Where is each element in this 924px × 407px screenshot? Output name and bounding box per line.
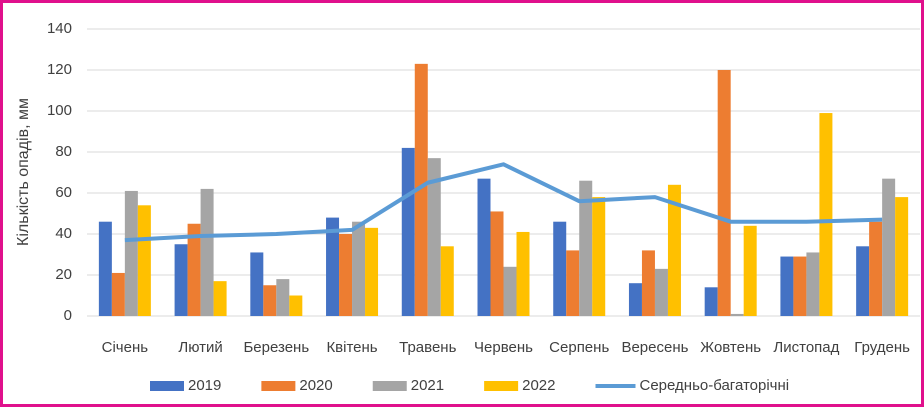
x-tick-label: Червень <box>474 339 533 356</box>
bar <box>174 244 188 316</box>
x-tick-label: Травень <box>399 339 456 356</box>
bar <box>667 184 681 316</box>
x-tick-label: Серпень <box>549 339 609 356</box>
x-tick-label: Квітень <box>326 339 377 356</box>
bar <box>553 221 567 316</box>
y-axis-label: Кількість опадів, мм <box>15 98 32 246</box>
bar <box>780 256 794 316</box>
bar <box>263 285 277 316</box>
legend-swatch <box>484 381 519 391</box>
bar <box>339 234 353 316</box>
x-tick-label: Жовтень <box>700 339 761 356</box>
bar <box>882 178 896 316</box>
y-tick-label: 20 <box>55 266 72 283</box>
y-tick-label: 140 <box>47 20 72 37</box>
legend-label: 2020 <box>299 377 332 394</box>
bar <box>819 113 833 316</box>
x-tick-label: Вересень <box>621 339 688 356</box>
bar <box>276 279 290 316</box>
legend-label: 2019 <box>188 377 221 394</box>
bar <box>566 250 580 316</box>
bar <box>895 197 909 316</box>
legend-label: Середньо-багаторічні <box>640 377 790 394</box>
bar <box>654 268 668 316</box>
bar <box>717 70 731 316</box>
bar <box>137 205 151 316</box>
bar <box>490 211 504 316</box>
bar <box>352 221 366 316</box>
y-tick-label: 0 <box>64 307 72 324</box>
x-tick-label: Листопад <box>773 339 839 356</box>
legend-label: 2021 <box>411 377 444 394</box>
bar <box>365 227 379 316</box>
bar <box>289 295 303 316</box>
bar <box>743 225 757 316</box>
legend-label: 2022 <box>522 377 555 394</box>
bar <box>628 283 642 316</box>
x-tick-label: Березень <box>243 339 309 356</box>
bar <box>856 246 870 316</box>
bar <box>427 158 441 316</box>
bar <box>250 252 264 316</box>
bar <box>440 246 454 316</box>
line-series <box>124 162 883 243</box>
bar <box>592 197 606 316</box>
bar <box>98 221 112 316</box>
bar <box>503 266 517 316</box>
bar <box>124 190 138 316</box>
legend-swatch <box>372 381 407 391</box>
x-tick-label: Грудень <box>854 339 910 356</box>
bar <box>477 178 491 316</box>
legend-swatch <box>150 381 184 391</box>
bar <box>869 221 883 316</box>
bar <box>111 272 125 316</box>
legend-swatch <box>261 381 296 391</box>
bar <box>516 231 530 316</box>
bar <box>730 313 744 316</box>
bar <box>806 252 820 316</box>
y-tick-label: 60 <box>55 184 72 201</box>
bar <box>187 223 201 316</box>
bar <box>414 63 428 316</box>
y-tick-label: 40 <box>55 225 72 242</box>
x-tick-label: Січень <box>102 339 149 356</box>
bar <box>579 180 593 316</box>
bar <box>401 147 415 316</box>
y-tick-label: 80 <box>55 143 72 160</box>
x-tick-label: Лютий <box>178 339 222 356</box>
bar <box>704 287 718 316</box>
bar <box>213 281 227 316</box>
bar <box>326 217 340 316</box>
y-tick-label: 120 <box>47 61 72 78</box>
bar <box>200 188 214 316</box>
bar <box>641 250 655 316</box>
y-tick-label: 100 <box>47 102 72 119</box>
bar <box>793 256 807 316</box>
